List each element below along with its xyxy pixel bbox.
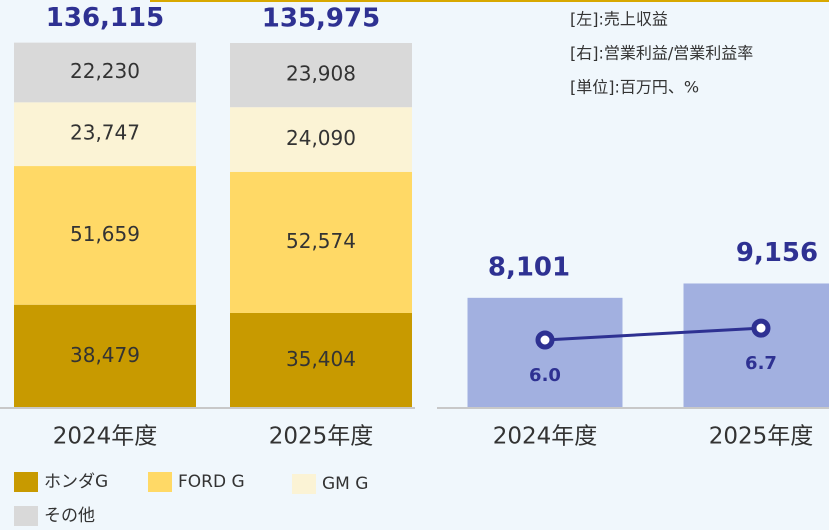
note: [単位]:百万円、% [570, 78, 699, 97]
value-label: 51,659 [70, 222, 140, 246]
legend-label: GM G [322, 474, 368, 494]
value-label: 9,156 [736, 238, 818, 268]
x-tick-label: 2025年度 [709, 424, 814, 450]
value-label: 24,090 [286, 126, 356, 150]
value-label: 52,574 [286, 229, 356, 253]
legend-label: FORD G [178, 472, 245, 492]
bar-segment [14, 42, 196, 103]
legend-swatch [148, 472, 172, 492]
bar-segment [230, 107, 412, 172]
total-label: 136,115 [46, 3, 164, 33]
value-label: 22,230 [70, 59, 140, 83]
bar-segment [14, 102, 196, 167]
legend-swatch [14, 472, 38, 492]
x-tick-label: 2024年度 [53, 424, 158, 450]
line-point [535, 330, 555, 350]
bar [683, 283, 829, 408]
value-label: 23,747 [70, 121, 140, 145]
legend-swatch [14, 506, 38, 526]
value-label: 35,404 [286, 347, 356, 371]
x-tick-label: 2024年度 [493, 424, 598, 450]
value-label: 6.0 [529, 365, 561, 386]
bar-segment [14, 166, 196, 305]
value-label: 6.7 [745, 353, 777, 374]
bar-segment [230, 312, 412, 408]
bar-segment [230, 43, 412, 108]
legend-label: ホンダG [44, 472, 108, 492]
value-label: 8,101 [488, 252, 570, 282]
legend-label: その他 [44, 506, 95, 526]
bar [467, 297, 623, 408]
legend-swatch [292, 474, 316, 494]
line-point [751, 318, 771, 338]
bar-segment [14, 304, 196, 408]
value-label: 23,908 [286, 62, 356, 86]
total-label: 135,975 [262, 4, 380, 34]
value-label: 38,479 [70, 343, 140, 367]
note: [右]:営業利益/営業利益率 [570, 44, 753, 63]
bar-segment [230, 171, 412, 313]
x-tick-label: 2025年度 [269, 424, 374, 450]
note: [左]:売上収益 [570, 10, 668, 29]
line [544, 326, 762, 342]
